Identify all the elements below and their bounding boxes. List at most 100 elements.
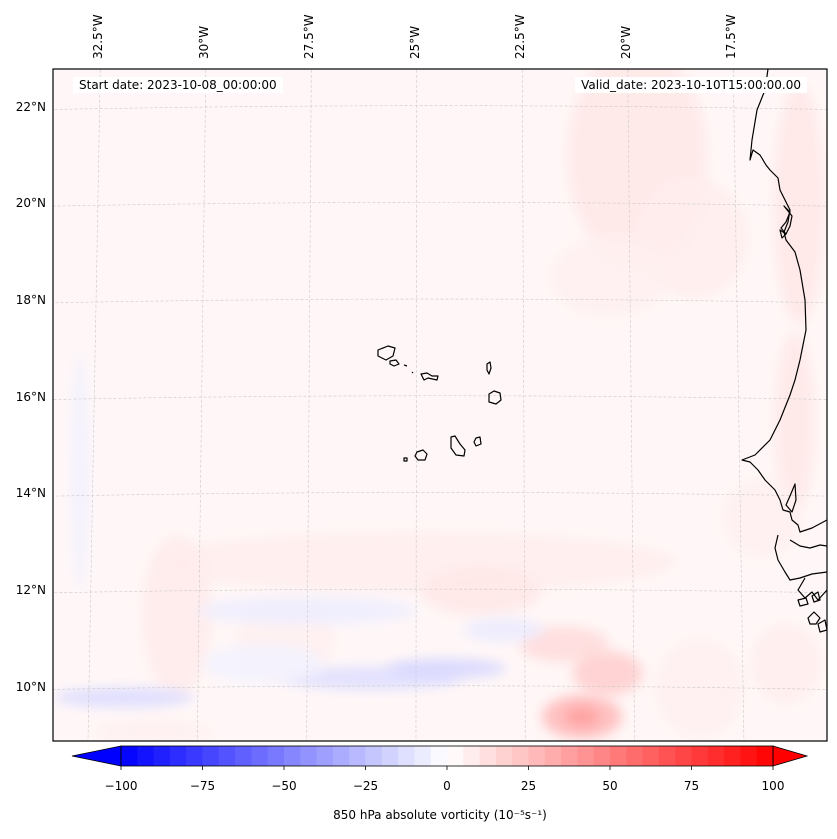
lon-tick-label: 20°W	[618, 25, 633, 59]
vorticity-contour-9	[421, 566, 542, 617]
colorbar	[71, 745, 809, 770]
meridian-gridline	[197, 69, 207, 741]
colorbar-segment	[300, 746, 318, 766]
lat-tick-label: 22°N	[15, 99, 46, 114]
colorbar-tick-label: −100	[104, 779, 138, 793]
colorbar-segment	[593, 746, 611, 766]
colorbar-segment	[365, 746, 383, 766]
colorbar-segment	[381, 746, 399, 766]
gridlines	[53, 69, 827, 741]
colorbar-segment	[235, 746, 252, 766]
coastlines	[377, 69, 827, 633]
parallel-gridline	[53, 202, 827, 207]
colorbar-segment	[577, 746, 595, 766]
colorbar-tick-label: −25	[352, 779, 379, 793]
colorbar-segment	[153, 746, 171, 766]
colorbar-segment	[121, 746, 138, 766]
colorbar-tick-label: 100	[761, 779, 785, 793]
island-brava	[403, 457, 408, 462]
lat-tick-label: 18°N	[15, 293, 46, 308]
colorbar-segment	[430, 746, 448, 766]
lon-tick-label: 30°W	[196, 25, 211, 59]
colorbar-tick-label: 50	[602, 779, 618, 793]
island-sao-nicolau	[420, 372, 439, 381]
colorbar-segment	[267, 746, 285, 766]
colorbar-segment	[707, 746, 725, 766]
lon-tick-label: 25°W	[407, 25, 422, 59]
island-maio	[473, 436, 482, 447]
lon-tick-label: 32.5°W	[91, 14, 106, 59]
parallel-gridline	[53, 492, 827, 497]
start-date-label: Start date: 2023-10-08_00:00:00	[73, 77, 283, 93]
vorticity-contour-11	[572, 651, 643, 696]
island-islet	[411, 371, 414, 374]
colorbar-extend-min	[71, 745, 122, 767]
meridian-gridline	[306, 69, 312, 741]
vorticity-contour-7	[142, 535, 213, 696]
colorbar-segment	[202, 746, 220, 766]
island-fogo	[414, 449, 428, 461]
lon-tick-label: 22.5°W	[513, 14, 528, 59]
island-sal	[486, 361, 492, 375]
lat-tick-label: 16°N	[15, 389, 46, 404]
coastal-island	[780, 205, 793, 235]
parallel-gridline	[53, 105, 827, 110]
colorbar-segment	[463, 746, 481, 766]
meridian-gridline	[627, 69, 635, 741]
colorbar-tick-label: 25	[520, 779, 537, 793]
african-coastline	[741, 69, 827, 533]
vorticity-contour-19	[386, 658, 507, 679]
lat-tick-label: 10°N	[15, 679, 46, 694]
colorbar-segment	[316, 746, 334, 766]
colorbar-segment	[398, 746, 415, 766]
vorticity-field	[53, 69, 827, 741]
colorbar-segment	[495, 746, 513, 766]
map-frame	[52, 68, 828, 742]
colorbar-segment	[740, 746, 758, 766]
vorticity-contour-4	[774, 331, 815, 512]
colorbar-segment	[414, 746, 432, 766]
colorbar-segment	[561, 746, 578, 766]
colorbar-label: 850 hPa absolute vorticity (10⁻⁵s⁻¹)	[333, 808, 547, 822]
colorbar-segment	[251, 746, 269, 766]
colorbar-segment	[528, 746, 546, 766]
colorbar-segment	[642, 746, 660, 766]
colorbar-segment	[544, 746, 562, 766]
bijagos-island	[811, 591, 821, 603]
parallel-gridline	[53, 588, 827, 594]
vorticity-contour-21	[463, 617, 544, 642]
colorbar-tick-label: 75	[683, 779, 700, 793]
colorbar-segment	[349, 746, 366, 766]
colorbar-extend-max	[772, 745, 809, 767]
colorbar-segment	[626, 746, 644, 766]
bijagos-island	[817, 619, 827, 633]
vorticity-contour-14	[654, 637, 745, 738]
gambia-river-coast	[789, 539, 827, 549]
colorbar-segment	[284, 746, 301, 766]
vorticity-contour-13	[563, 706, 600, 727]
island-santa-luzia	[403, 364, 408, 367]
colorbar-segment	[137, 746, 155, 766]
meridian-gridline	[415, 69, 418, 741]
vorticity-contour-23	[203, 643, 324, 684]
colorbar-segment	[479, 746, 497, 766]
island-santiago	[450, 435, 466, 457]
estuary	[785, 483, 797, 513]
meridian-gridline	[87, 69, 101, 741]
lon-tick-label: 27.5°W	[302, 14, 317, 59]
colorbar-segment	[756, 746, 774, 766]
lat-tick-label: 14°N	[15, 486, 46, 501]
meridian-gridline	[521, 69, 526, 741]
vorticity-contour-3	[774, 84, 825, 325]
guinea-bissau-coast	[777, 559, 827, 581]
vorticity-contour-15	[751, 623, 822, 704]
colorbar-segment	[512, 746, 529, 766]
colorbar-segment	[169, 746, 187, 766]
colorbar-segment	[186, 746, 203, 766]
colorbar-segment	[724, 746, 741, 766]
lon-tick-label: 17.5°W	[724, 14, 739, 59]
lat-tick-label: 20°N	[15, 196, 46, 211]
bijagos-island	[807, 611, 821, 625]
vorticity-contour-17	[53, 687, 194, 708]
